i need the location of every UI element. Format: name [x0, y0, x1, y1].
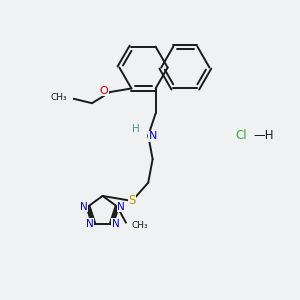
Text: N: N: [112, 219, 120, 229]
Text: CH₃: CH₃: [131, 221, 148, 230]
Text: H: H: [132, 124, 140, 134]
Text: N: N: [117, 202, 125, 212]
Text: —H: —H: [253, 129, 274, 142]
Text: O: O: [99, 86, 108, 96]
Text: N: N: [80, 202, 88, 212]
Text: N: N: [149, 131, 157, 141]
Text: Cl: Cl: [236, 129, 247, 142]
Text: S: S: [128, 194, 136, 207]
Text: N: N: [85, 219, 93, 229]
Text: CH₃: CH₃: [51, 93, 67, 102]
